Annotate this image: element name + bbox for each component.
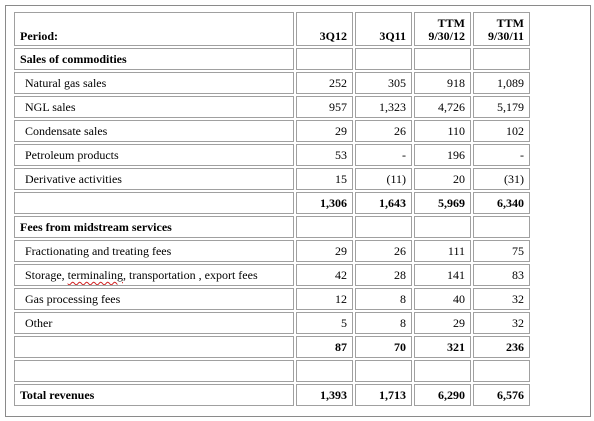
table-row: Fractionating and treating fees 29 26 11… xyxy=(14,240,530,262)
subtotal-row-commodities: 1,306 1,643 5,969 6,340 xyxy=(14,192,530,214)
section-title: Sales of commodities xyxy=(14,48,294,70)
subtotal-row-midstream: 87 70 321 236 xyxy=(14,336,530,358)
column-header-3q12: 3Q12 xyxy=(296,12,353,46)
table-row: Other 5 8 29 32 xyxy=(14,312,530,334)
section-title: Fees from midstream services xyxy=(14,216,294,238)
table-row: NGL sales 957 1,323 4,726 5,179 xyxy=(14,96,530,118)
table-row: Derivative activities 15 (11) 20 (31) xyxy=(14,168,530,190)
spellcheck-flagged-word: terminaling xyxy=(67,268,123,282)
table-row: Condensate sales 29 26 110 102 xyxy=(14,120,530,142)
table-row: Storage, terminaling, transportation , e… xyxy=(14,264,530,286)
total-label: Total revenues xyxy=(14,384,294,406)
column-header-ttm-2011: TTM 9/30/11 xyxy=(473,12,530,46)
table-row: Natural gas sales 252 305 918 1,089 xyxy=(14,72,530,94)
column-header-ttm-2012: TTM 9/30/12 xyxy=(414,12,471,46)
revenue-table-frame: Period: 3Q12 3Q11 TTM 9/30/12 TTM 9/30/1… xyxy=(5,5,591,417)
revenue-table: Period: 3Q12 3Q11 TTM 9/30/12 TTM 9/30/1… xyxy=(12,10,532,408)
header-row: Period: 3Q12 3Q11 TTM 9/30/12 TTM 9/30/1… xyxy=(14,12,530,46)
period-label: Period: xyxy=(14,12,294,46)
table-row: Gas processing fees 12 8 40 32 xyxy=(14,288,530,310)
section-header-commodities: Sales of commodities xyxy=(14,48,530,70)
table-row: Petroleum products 53 - 196 - xyxy=(14,144,530,166)
total-revenues-row: Total revenues 1,393 1,713 6,290 6,576 xyxy=(14,384,530,406)
column-header-3q11: 3Q11 xyxy=(355,12,412,46)
row-label: Storage, terminaling, transportation , e… xyxy=(14,264,294,286)
section-header-midstream: Fees from midstream services xyxy=(14,216,530,238)
spacer-row xyxy=(14,360,530,382)
